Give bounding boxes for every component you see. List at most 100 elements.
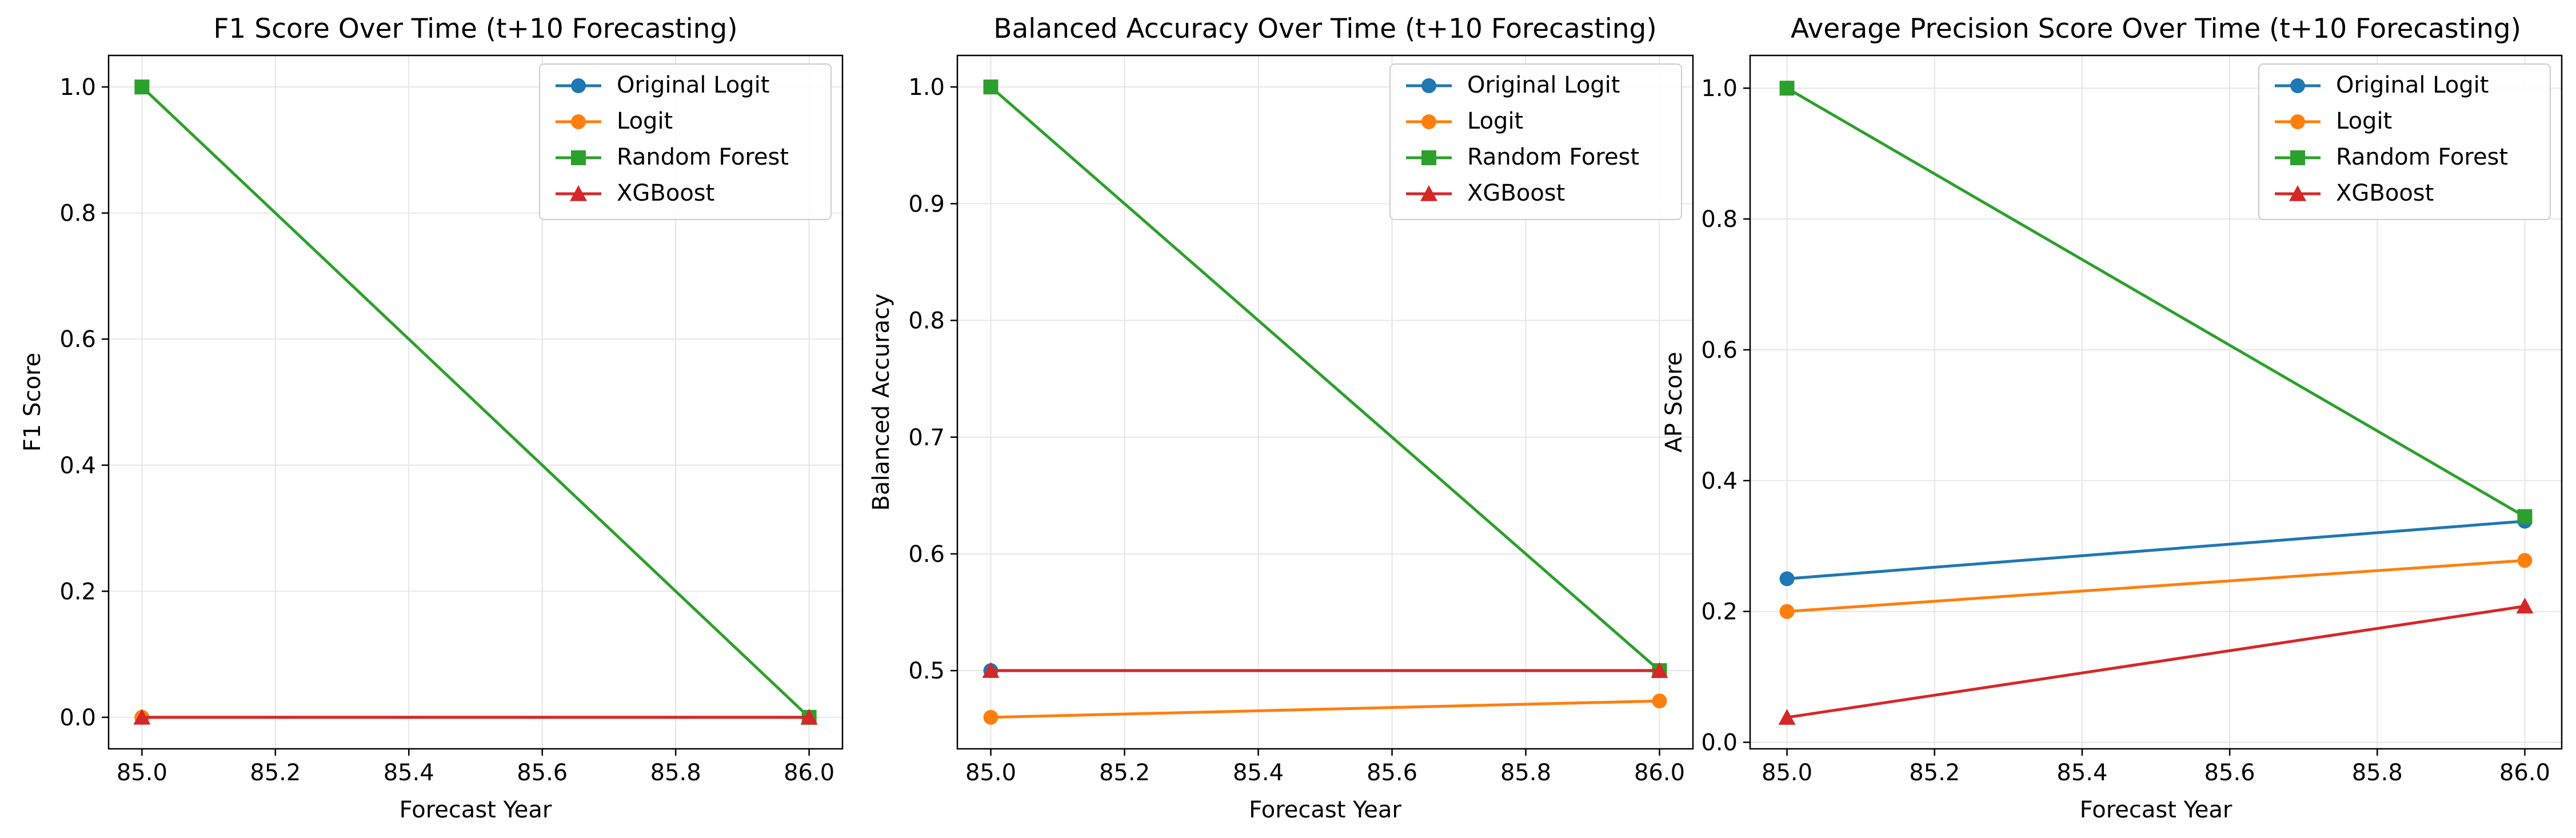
data-point xyxy=(1778,709,1796,725)
x-tick-label: 85.8 xyxy=(1500,760,1551,786)
legend-marker xyxy=(2289,185,2306,201)
legend-entry: XGBoost xyxy=(1467,180,1565,206)
y-tick-label: 0.4 xyxy=(1701,468,1738,494)
legend-entry: XGBoost xyxy=(2336,180,2434,206)
y-tick-label: 0.8 xyxy=(1701,206,1738,233)
y-tick-label: 0.4 xyxy=(59,453,96,479)
series-line xyxy=(989,86,1661,672)
series-line xyxy=(1787,520,2525,580)
legend-marker xyxy=(2290,114,2305,129)
x-tick-label: 85.0 xyxy=(965,760,1016,786)
series-line xyxy=(991,699,1660,719)
x-axis-label: Forecast Year xyxy=(400,797,552,823)
x-tick-label: 85.4 xyxy=(2056,760,2107,786)
legend-marker xyxy=(1421,114,1436,129)
legend-entry: Logit xyxy=(2336,108,2392,134)
legend-entry: XGBoost xyxy=(617,180,714,206)
axes-frame xyxy=(107,54,844,750)
legend-marker xyxy=(571,78,586,93)
y-axis-label: F1 Score xyxy=(19,353,46,452)
x-tick-label: 85.4 xyxy=(384,760,434,786)
legend-marker xyxy=(2290,150,2305,165)
chart-panel-3: 85.0 85.2 85.4 85.6 85.8 86.0 0.0 0.2 0.4 0.6 0.8 1… xyxy=(1661,13,2563,823)
x-tick-label: 85.4 xyxy=(1233,760,1284,786)
series-line xyxy=(1786,87,2526,518)
x-axis-label: Forecast Year xyxy=(2080,797,2232,823)
y-axis-label: Balanced Accuracy xyxy=(868,293,894,510)
series-line xyxy=(1787,558,2525,613)
y-tick-label: 0.6 xyxy=(1701,337,1738,364)
x-tick-label: 86.0 xyxy=(784,760,834,786)
data-point xyxy=(983,709,999,725)
y-tick-label: 0.5 xyxy=(908,658,945,684)
y-tick-label: 0.6 xyxy=(908,541,945,568)
y-tick-label: 0.2 xyxy=(59,578,96,605)
y-tick-label: 1.0 xyxy=(59,74,96,101)
data-point xyxy=(1779,571,1795,586)
legend-entry: Original Logit xyxy=(617,72,769,98)
legend-marker xyxy=(570,185,587,201)
legend-marker xyxy=(1421,78,1436,93)
legend-marker xyxy=(1420,185,1437,201)
x-tick-label: 86.0 xyxy=(2499,760,2550,786)
data-point xyxy=(800,708,818,725)
x-tick-label: 85.6 xyxy=(1367,760,1417,786)
y-tick-label: 0.2 xyxy=(1701,599,1738,625)
legend: Original Logit Logit Random Forest XGBoost xyxy=(539,63,832,220)
data-point xyxy=(1652,693,1667,709)
x-tick-label: 85.0 xyxy=(1762,760,1812,786)
legend-marker xyxy=(2290,78,2305,93)
y-tick-label: 1.0 xyxy=(1701,75,1738,102)
data-point xyxy=(1779,81,1795,96)
axes-frame xyxy=(956,54,1694,750)
x-tick-label: 85.8 xyxy=(650,760,701,786)
y-tick-label: 0.6 xyxy=(59,326,96,353)
x-tick-label: 86.0 xyxy=(1634,760,1685,786)
chart-title: F1 Score Over Time (t+10 Forecasting) xyxy=(213,13,737,45)
series-line xyxy=(141,86,810,719)
legend: Original Logit Logit Random Forest XGBoost xyxy=(1389,63,1682,220)
data-point xyxy=(982,662,1000,678)
legend-marker xyxy=(571,114,586,129)
data-point xyxy=(133,708,151,725)
x-tick-label: 85.8 xyxy=(2352,760,2403,786)
y-tick-label: 0.0 xyxy=(1701,730,1738,756)
y-tick-label: 0.9 xyxy=(908,191,945,217)
chart-panel-1: 85.0 85.2 85.4 85.6 85.8 86.0 0.0 0.2 0.4 0.6 0.8 1… xyxy=(19,13,844,823)
data-point xyxy=(2516,597,2534,614)
data-point xyxy=(1779,604,1795,619)
x-tick-label: 85.2 xyxy=(250,760,301,786)
legend-entry: Original Logit xyxy=(1467,72,1620,98)
y-tick-label: 0.7 xyxy=(908,425,945,451)
y-tick-label: 0.0 xyxy=(59,705,96,731)
x-tick-label: 85.2 xyxy=(1909,760,1960,786)
legend-box xyxy=(539,63,832,220)
legend-entry: Logit xyxy=(617,108,673,134)
legend-entry: Original Logit xyxy=(2336,72,2489,98)
data-point xyxy=(1651,662,1668,678)
legend-entry: Random Forest xyxy=(2336,144,2508,170)
legend-box xyxy=(2258,63,2551,220)
legend-box xyxy=(1389,63,1682,220)
x-axis-label: Forecast Year xyxy=(1249,797,1401,823)
data-point xyxy=(983,79,999,95)
x-tick-label: 85.0 xyxy=(117,760,167,786)
chart-title: Average Precision Score Over Time (t+10 … xyxy=(1791,13,2521,45)
x-tick-label: 85.6 xyxy=(2204,760,2255,786)
chart-panel-2: 85.0 85.2 85.4 85.6 85.8 86.0 0.5 0.6 0.7 0.8 0.9 1… xyxy=(868,13,1694,823)
y-axis-label: AP Score xyxy=(1661,352,1687,452)
y-tick-label: 1.0 xyxy=(908,74,945,101)
y-tick-label: 0.8 xyxy=(59,201,96,227)
legend-entry: Logit xyxy=(1467,108,1523,134)
data-point xyxy=(2517,553,2533,568)
data-point xyxy=(134,79,150,95)
series-line xyxy=(1787,605,2525,719)
x-tick-label: 85.6 xyxy=(517,760,568,786)
axes-frame xyxy=(1749,54,2563,750)
chart-title: Balanced Accuracy Over Time (t+10 Foreca… xyxy=(993,13,1656,45)
legend-entry: Random Forest xyxy=(617,144,789,170)
legend-marker xyxy=(571,150,586,165)
data-point xyxy=(2517,509,2533,524)
y-tick-label: 0.8 xyxy=(908,308,945,334)
